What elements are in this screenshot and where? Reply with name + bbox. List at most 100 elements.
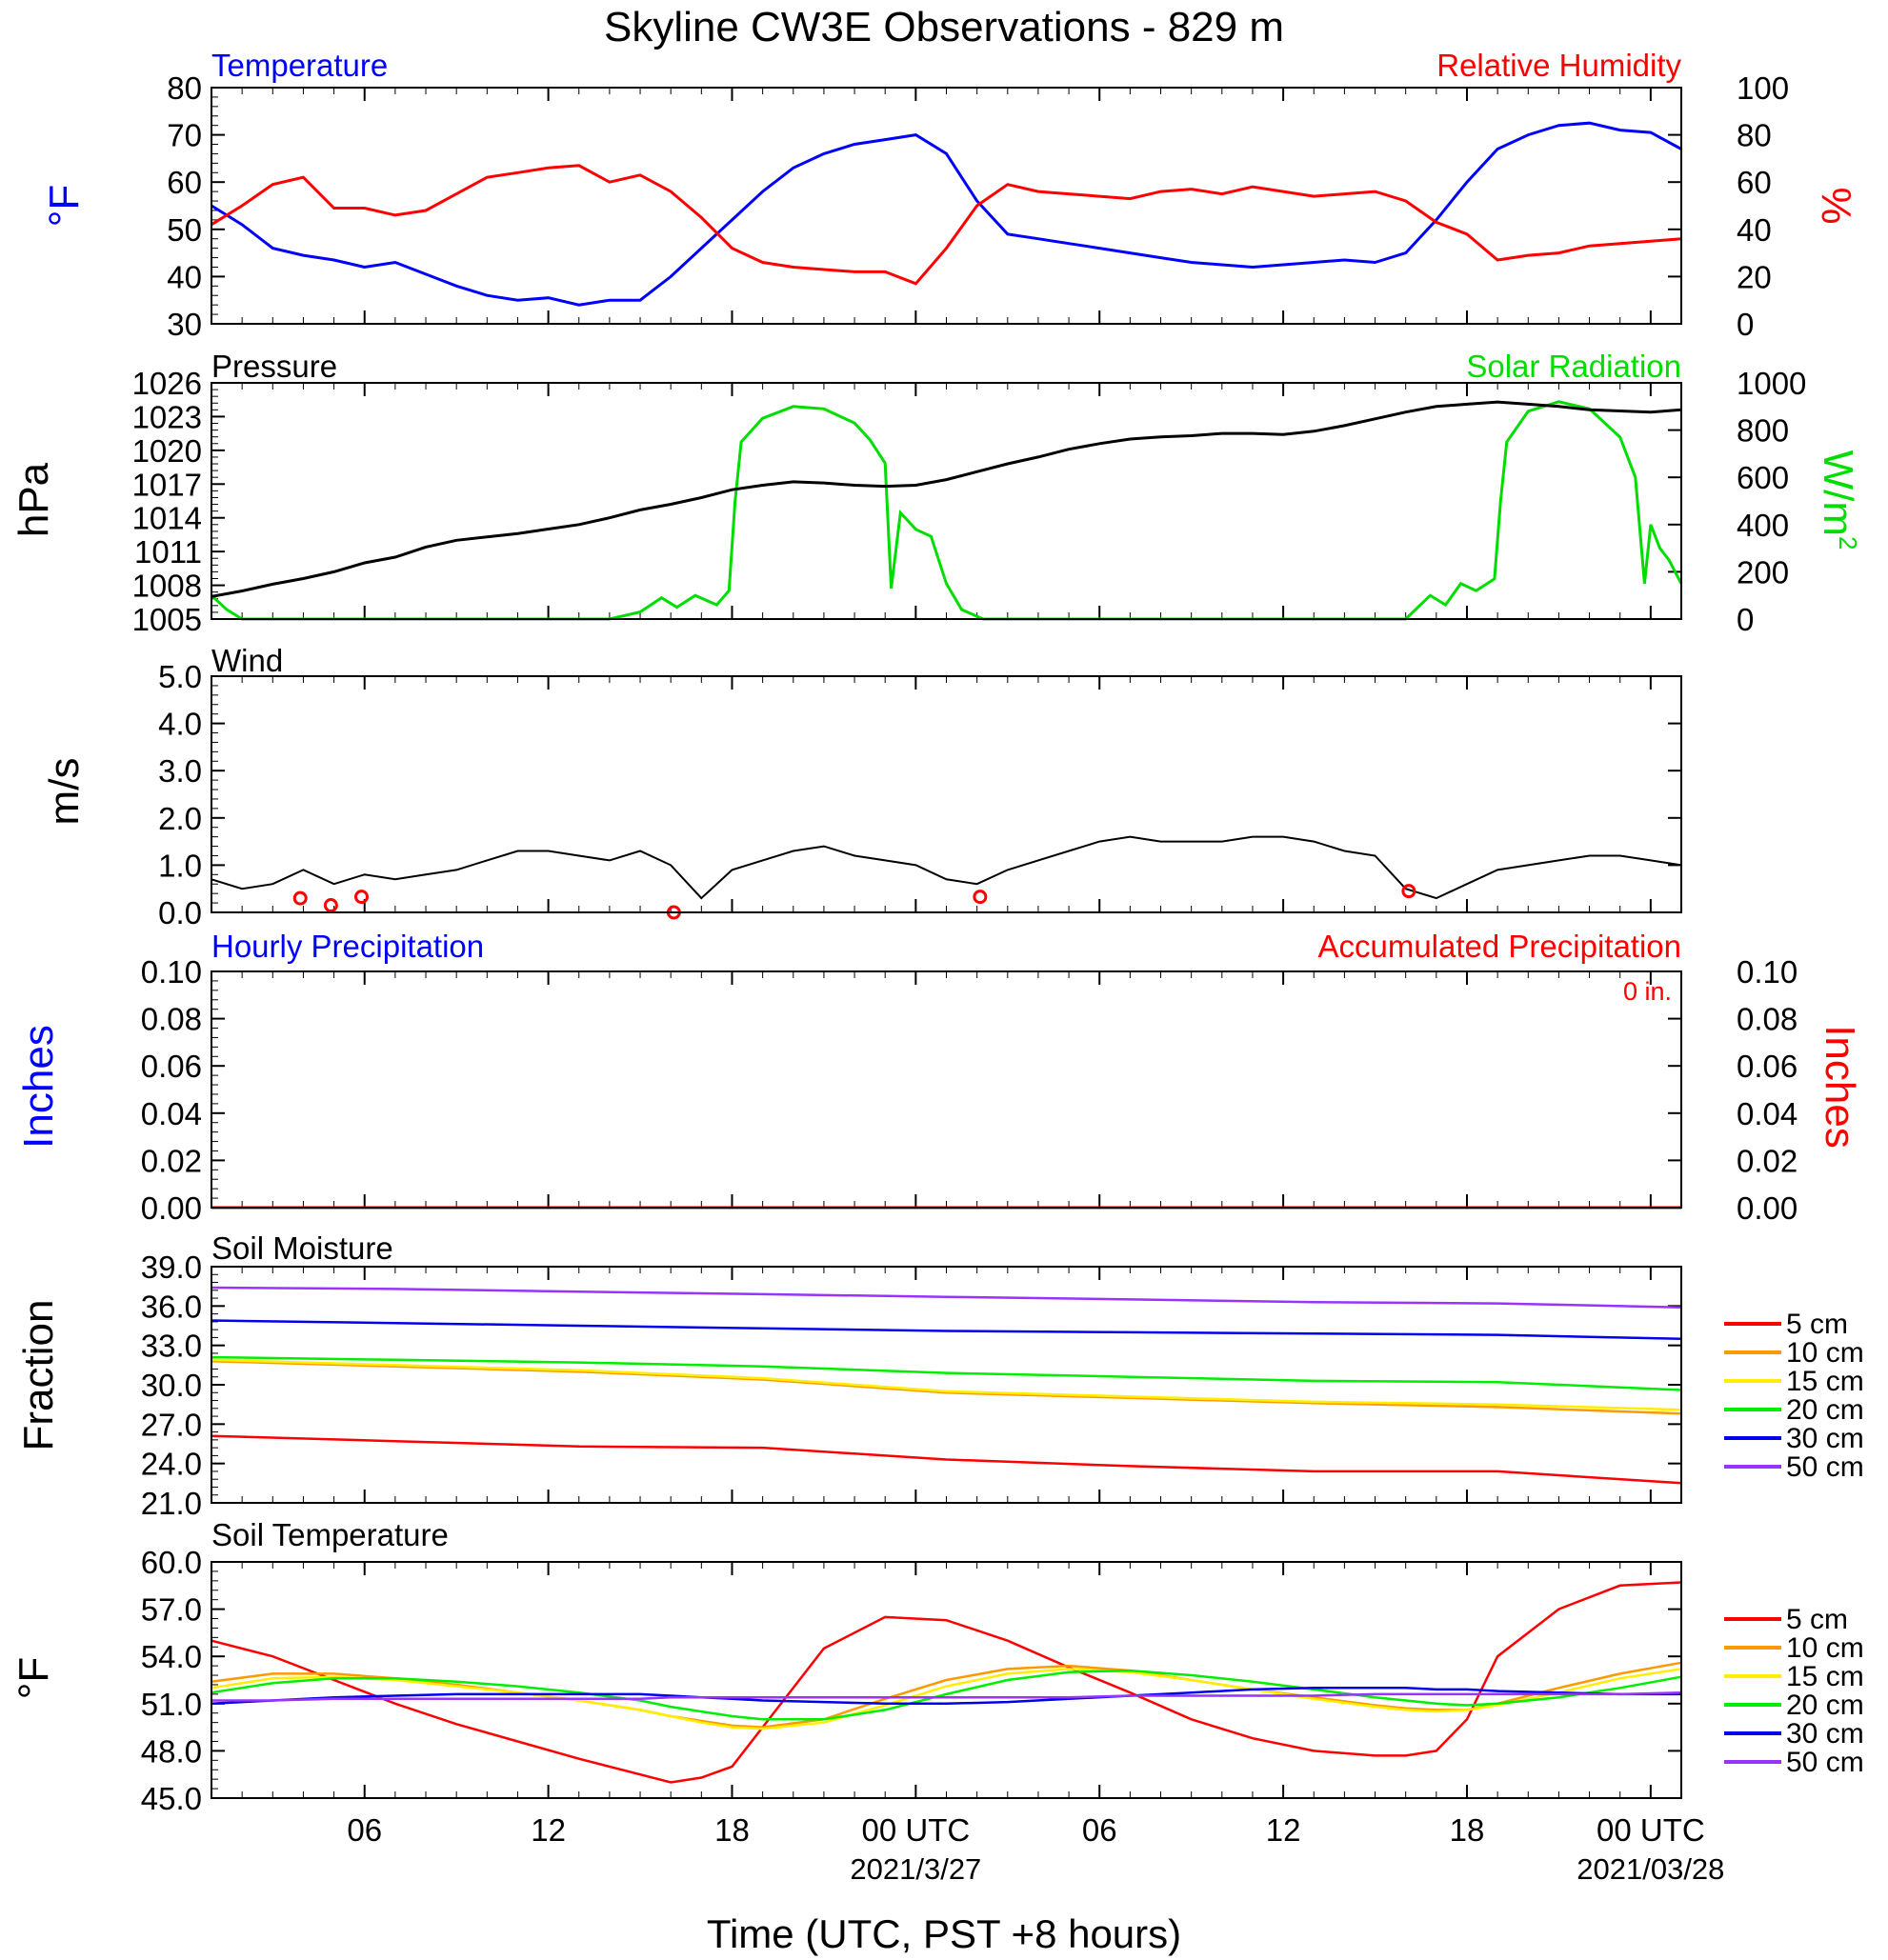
legend-label: 10 cm <box>1786 1337 1864 1369</box>
y-tick-label: 24.0 <box>141 1447 202 1482</box>
y-tick-label: 54.0 <box>141 1639 202 1674</box>
y-tick-label: 0.02 <box>1737 1143 1798 1178</box>
y-tick-label: 70 <box>167 118 202 153</box>
panel-2-frame <box>211 382 1682 620</box>
y-tick-label: 20 <box>1737 259 1772 294</box>
svg-text:W/m2: W/m2 <box>1815 450 1862 550</box>
y-tick-label: 0.10 <box>1737 954 1798 990</box>
x-tick-label: 18 <box>1450 1812 1485 1848</box>
legend-label: 50 cm <box>1786 1451 1864 1483</box>
y-tick-label: 36.0 <box>141 1289 202 1324</box>
y-tick-label: 21.0 <box>141 1486 202 1521</box>
x-tick-label: 06 <box>347 1812 382 1848</box>
calm-wind-marker <box>323 898 338 913</box>
y-tick-label: 0.00 <box>1737 1190 1798 1226</box>
y-tick-label: 1026 <box>132 366 202 401</box>
panel-wind: Wind m/s 0.0 1.0 2.0 3.0 4.0 5.0 <box>41 643 1682 930</box>
humidity-title: Relative Humidity <box>1436 48 1681 83</box>
x-tick-label: 00 UTC <box>862 1812 971 1848</box>
y-tick-label: 48.0 <box>141 1733 202 1769</box>
y-tick-label: 600 <box>1737 460 1789 495</box>
soil-temperature-title: Soil Temperature <box>211 1517 449 1552</box>
panel-soil-temperature: Soil Temperature °F 45.0 48.0 51.0 54.0 57.0… <box>10 1517 1864 1816</box>
x-tick-label: 00 UTC <box>1597 1812 1705 1848</box>
y-tick-label: 1020 <box>132 433 202 469</box>
solar-axis-label: W/m2 <box>1815 450 1862 550</box>
y-tick-label: 80 <box>167 70 202 106</box>
y-tick-label: 4.0 <box>158 707 202 742</box>
pressure-axis-label: hPa <box>10 462 57 537</box>
temperature-axis-label: °F <box>41 185 88 227</box>
legend-label: 30 cm <box>1786 1423 1864 1454</box>
y-tick-label: 0.08 <box>1737 1002 1798 1037</box>
soil-moisture-15cm-line <box>211 1358 1682 1411</box>
x-tick-label: 06 <box>1082 1812 1117 1848</box>
wind-speed-line <box>211 835 1682 900</box>
solar-radiation-line <box>210 400 1683 621</box>
panel-pressure-solar: Pressure Solar Radiation hPa W/m2 100510… <box>10 349 1862 637</box>
temperature-title: Temperature <box>211 48 388 83</box>
legend-label: 30 cm <box>1786 1718 1864 1750</box>
panel-5-x-ticks <box>211 1267 1682 1503</box>
y-tick-label: 0 <box>1737 602 1754 637</box>
pressure-line <box>211 400 1682 598</box>
y-tick-label: 60.0 <box>141 1545 202 1580</box>
y-tick-label: 50 <box>167 212 202 248</box>
hourly-precip-y-ticks: 0.00 0.02 0.04 0.06 0.08 0.10 <box>141 954 225 1226</box>
legend-label: 15 cm <box>1786 1661 1864 1692</box>
soil-temp-50cm-line <box>211 1690 1682 1702</box>
panel-3-x-ticks <box>211 676 1682 912</box>
solar-axis-unit: W/m <box>1815 450 1861 536</box>
y-tick-label: 1014 <box>132 501 202 536</box>
panel-3-frame <box>211 675 1682 913</box>
humidity-axis-label: % <box>1813 187 1859 224</box>
soil-temp-30cm-line <box>211 1687 1681 1706</box>
y-tick-label: 1005 <box>132 602 202 637</box>
time-axis-title: Time (UTC, PST +8 hours) <box>707 1911 1181 1956</box>
wind-y-ticks: 0.0 1.0 2.0 3.0 4.0 5.0 <box>158 659 1681 930</box>
figure-title: Skyline CW3E Observations - 829 m <box>604 4 1284 50</box>
panel-1-x-ticks <box>211 88 1682 324</box>
soil-temp-5cm-line <box>211 1581 1682 1784</box>
y-tick-label: 27.0 <box>141 1407 202 1442</box>
soil-moisture-30cm-line <box>211 1319 1682 1341</box>
legend-label: 15 cm <box>1786 1366 1864 1397</box>
y-tick-label: 0.08 <box>141 1002 202 1037</box>
hourly-precip-title: Hourly Precipitation <box>211 929 484 964</box>
soil-moisture-axis-label: Fraction <box>15 1300 62 1451</box>
soil-moisture-10cm-line <box>211 1359 1682 1415</box>
y-tick-label: 45.0 <box>141 1781 202 1816</box>
y-tick-label: 0.04 <box>141 1096 202 1131</box>
y-tick-label: 0.04 <box>1737 1096 1798 1131</box>
y-tick-label: 1.0 <box>158 848 202 883</box>
y-tick-label: 0.06 <box>141 1049 202 1084</box>
soil-moisture-50cm-line <box>211 1286 1682 1309</box>
x-tick-label: 12 <box>1266 1812 1301 1848</box>
y-tick-label: 800 <box>1737 413 1789 449</box>
y-tick-label: 0.0 <box>158 895 202 930</box>
y-tick-label: 100 <box>1737 70 1789 106</box>
y-tick-label: 40 <box>167 259 202 294</box>
soil-moisture-5cm-line <box>211 1434 1682 1485</box>
accum-precip-total: 0 in. <box>1623 977 1672 1006</box>
y-tick-label: 0.02 <box>141 1143 202 1178</box>
soil-temperature-y-ticks: 45.0 48.0 51.0 54.0 57.0 60.0 <box>141 1545 1681 1816</box>
soil-temp-15cm-line <box>211 1668 1682 1730</box>
y-tick-label: 1011 <box>134 534 202 570</box>
solar-title: Solar Radiation <box>1466 349 1681 384</box>
calm-wind-marker <box>292 890 308 906</box>
y-tick-label: 57.0 <box>141 1592 202 1628</box>
y-tick-label: 1000 <box>1737 366 1806 401</box>
panel-1-frame <box>211 87 1682 325</box>
panel-temperature-humidity: Temperature Relative Humidity °F % 30 40 5… <box>41 48 1859 342</box>
y-tick-label: 0.06 <box>1737 1049 1798 1084</box>
calm-wind-marker <box>354 890 370 905</box>
y-tick-label: 200 <box>1737 554 1789 590</box>
pressure-title: Pressure <box>211 349 337 384</box>
y-tick-label: 0.10 <box>141 954 202 990</box>
panel-4-frame <box>211 970 1682 1209</box>
y-tick-label: 1008 <box>132 569 202 604</box>
panel-6-frame <box>211 1561 1682 1799</box>
y-tick-label: 33.0 <box>141 1329 202 1364</box>
wind-title: Wind <box>211 643 283 678</box>
